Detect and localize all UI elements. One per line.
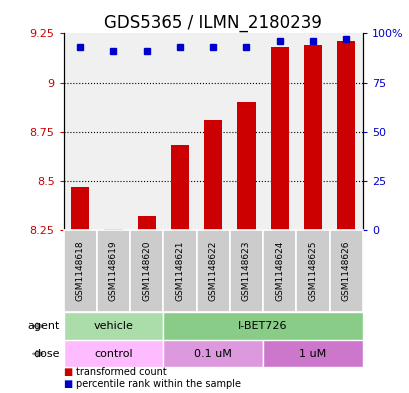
Text: GSM1148620: GSM1148620 xyxy=(142,241,151,301)
Bar xyxy=(63,312,163,340)
Bar xyxy=(97,230,130,312)
Text: 0.1 uM: 0.1 uM xyxy=(194,349,231,359)
Bar xyxy=(71,187,89,230)
Text: vehicle: vehicle xyxy=(93,321,133,331)
Text: transformed count: transformed count xyxy=(76,367,166,377)
Bar xyxy=(263,340,362,367)
Text: ■: ■ xyxy=(63,379,73,389)
Text: control: control xyxy=(94,349,133,359)
Bar xyxy=(130,230,163,312)
Bar xyxy=(63,340,163,367)
Bar xyxy=(263,230,296,312)
Text: GSM1148618: GSM1148618 xyxy=(76,241,85,301)
Text: GSM1148625: GSM1148625 xyxy=(308,241,317,301)
Text: I-BET726: I-BET726 xyxy=(238,321,287,331)
Bar xyxy=(137,216,155,230)
Bar xyxy=(303,45,321,230)
Bar xyxy=(163,340,263,367)
Text: GSM1148621: GSM1148621 xyxy=(175,241,184,301)
Bar xyxy=(237,102,255,230)
Text: agent: agent xyxy=(27,321,59,331)
Bar xyxy=(196,230,229,312)
Bar xyxy=(296,230,329,312)
Bar xyxy=(163,230,196,312)
Bar xyxy=(270,47,288,230)
Bar xyxy=(63,230,97,312)
Text: GSM1148619: GSM1148619 xyxy=(109,241,118,301)
Text: GSM1148622: GSM1148622 xyxy=(208,241,217,301)
Bar xyxy=(329,230,362,312)
Text: percentile rank within the sample: percentile rank within the sample xyxy=(76,379,240,389)
Text: GSM1148626: GSM1148626 xyxy=(341,241,350,301)
Text: 1 uM: 1 uM xyxy=(299,349,326,359)
Bar xyxy=(336,41,355,230)
Title: GDS5365 / ILMN_2180239: GDS5365 / ILMN_2180239 xyxy=(104,14,321,32)
Text: GSM1148624: GSM1148624 xyxy=(274,241,283,301)
Text: GSM1148623: GSM1148623 xyxy=(241,241,250,301)
Bar xyxy=(163,312,362,340)
Text: dose: dose xyxy=(33,349,59,359)
Bar xyxy=(104,229,122,230)
Bar xyxy=(171,145,189,230)
Bar xyxy=(229,230,263,312)
Bar xyxy=(204,120,222,230)
Text: ■: ■ xyxy=(63,367,73,377)
